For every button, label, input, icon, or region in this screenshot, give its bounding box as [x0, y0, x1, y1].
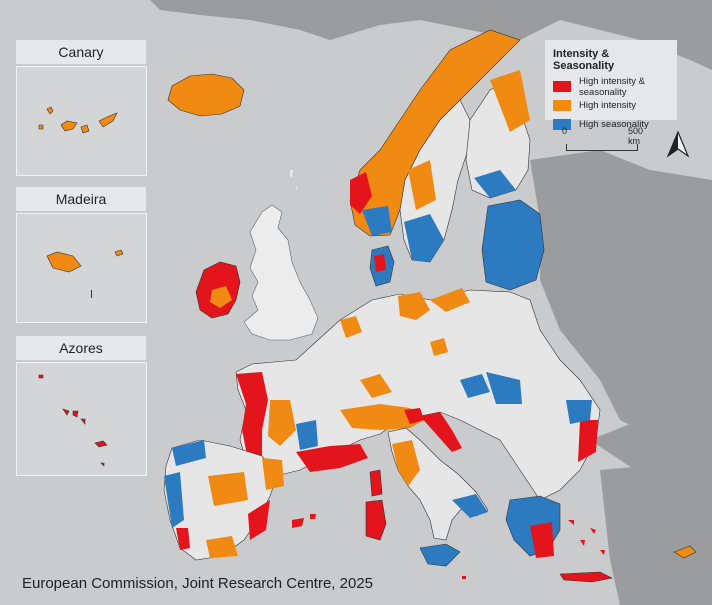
- germany-orange-1: [340, 316, 362, 338]
- poland-orange: [430, 288, 470, 312]
- france-blue: [296, 420, 318, 450]
- inset-title-azores: Azores: [16, 336, 146, 360]
- iceland: [167, 73, 245, 117]
- crete: [559, 571, 613, 583]
- norway-red: [350, 172, 372, 214]
- scale-bar-end-label: 500 km: [628, 126, 644, 146]
- legend: Intensity & Seasonality High intensity &…: [545, 40, 677, 130]
- germany-orange-2: [398, 292, 430, 320]
- corsica: [369, 469, 383, 497]
- inset-azores: [16, 362, 147, 476]
- shetland: [290, 170, 298, 191]
- slovenia-red: [404, 408, 424, 424]
- portugal-blue: [164, 472, 184, 528]
- romania-coast-blue: [566, 400, 592, 424]
- spain-orange-2: [206, 536, 238, 558]
- spain-northeast-orange: [262, 458, 284, 490]
- legend-item: High intensity: [553, 96, 669, 115]
- hungary-blue: [460, 374, 490, 398]
- norway-blue: [362, 206, 392, 236]
- sweden-orange: [408, 160, 436, 210]
- inset-title-canary: Canary: [16, 40, 146, 64]
- germany-orange-3: [360, 374, 392, 398]
- france-red: [236, 372, 268, 460]
- ireland-orange: [210, 286, 232, 308]
- malta: [462, 576, 466, 579]
- aegean-islands: [568, 520, 605, 555]
- sicily: [419, 543, 461, 567]
- scale-bar-start-label: 0: [562, 126, 568, 136]
- france-orange: [268, 400, 296, 446]
- romania-blue: [486, 372, 522, 404]
- sweden-blue: [404, 214, 444, 262]
- legend-swatch-orange: [553, 100, 571, 111]
- denmark-red: [374, 254, 386, 272]
- legend-swatch-blue: [553, 119, 571, 130]
- greece-red: [530, 522, 554, 558]
- italy-blue: [452, 494, 488, 518]
- legend-title: Intensity & Seasonality: [553, 48, 615, 72]
- iberia-north-blue: [172, 440, 206, 466]
- legend-item: High intensity & seasonality: [553, 75, 669, 98]
- cyprus: [673, 545, 697, 559]
- canary-islands: [38, 106, 118, 134]
- baltics: [481, 199, 545, 291]
- italy-orange: [392, 440, 420, 486]
- great-britain: [243, 204, 319, 341]
- legend-item: High seasonality: [553, 115, 669, 134]
- non-eu-land: [150, 0, 712, 605]
- spain-east-red: [248, 500, 270, 540]
- bulgaria-red: [578, 420, 598, 462]
- inset-title-madeira: Madeira: [16, 187, 146, 211]
- scale-bar: 0 500 km: [560, 126, 644, 154]
- croatia-red: [420, 412, 462, 452]
- norway: [349, 29, 521, 237]
- sardinia: [365, 499, 387, 541]
- scale-bar-line: [566, 144, 638, 151]
- legend-swatch-red: [553, 81, 571, 92]
- legend-label: High seasonality: [579, 119, 649, 130]
- finland-blue: [474, 170, 516, 198]
- north-arrow-icon: [666, 130, 690, 158]
- legend-label: High intensity & seasonality: [579, 75, 646, 98]
- portugal-red: [176, 528, 190, 550]
- madeira-islands: [46, 249, 124, 298]
- france-south-red: [296, 444, 368, 472]
- azores-islands: [38, 374, 108, 467]
- inset-canary: [16, 66, 147, 176]
- spain-orange-1: [208, 472, 248, 506]
- czech-orange: [430, 338, 448, 356]
- finland-orange: [490, 70, 530, 132]
- balearic: [292, 514, 316, 528]
- credit-text: European Commission, Joint Research Cent…: [22, 575, 374, 592]
- legend-label: High intensity: [579, 100, 637, 111]
- inset-madeira: [16, 213, 147, 323]
